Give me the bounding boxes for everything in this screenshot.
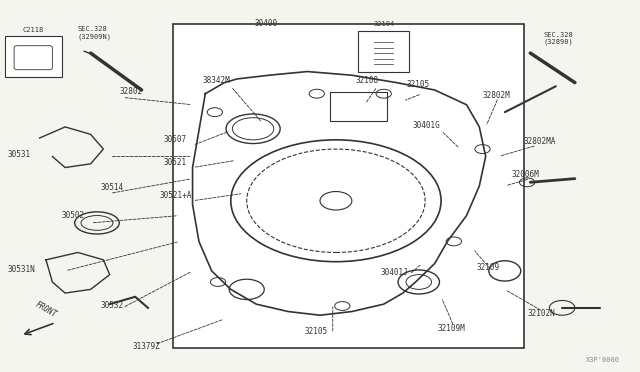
Text: 32102N: 32102N (527, 309, 555, 318)
FancyBboxPatch shape (358, 31, 409, 71)
Text: 32105: 32105 (304, 327, 327, 336)
Text: 30401J: 30401J (381, 268, 408, 277)
Text: 31379Z: 31379Z (132, 342, 160, 351)
Text: 32109: 32109 (476, 263, 499, 272)
Text: 30532: 30532 (100, 301, 124, 311)
Text: SEC.328
(32890): SEC.328 (32890) (543, 32, 573, 45)
Text: 32802M: 32802M (483, 91, 510, 100)
FancyBboxPatch shape (330, 92, 387, 121)
Text: 30531: 30531 (8, 150, 31, 159)
Text: 32109M: 32109M (438, 324, 466, 333)
Text: 32006M: 32006M (511, 170, 539, 179)
Text: 30514: 30514 (100, 183, 124, 192)
Text: 32108: 32108 (355, 76, 378, 85)
FancyBboxPatch shape (4, 36, 62, 77)
Text: 30521+A: 30521+A (159, 191, 192, 200)
Text: C2118: C2118 (22, 27, 44, 33)
Text: 32802MA: 32802MA (524, 137, 556, 146)
Text: 32104: 32104 (373, 21, 394, 27)
Text: 30502: 30502 (62, 211, 85, 220)
Text: FRONT: FRONT (33, 299, 58, 319)
Text: X3P'0000: X3P'0000 (586, 357, 620, 363)
Text: 30521: 30521 (164, 157, 187, 167)
Text: 30507: 30507 (164, 135, 187, 144)
FancyBboxPatch shape (173, 23, 524, 349)
Text: 30531N: 30531N (8, 264, 35, 273)
Text: 32105: 32105 (406, 80, 429, 89)
Text: 38342M: 38342M (202, 76, 230, 85)
Text: 32802: 32802 (119, 87, 142, 96)
Text: 30401G: 30401G (412, 121, 440, 129)
Text: SEC.328
(32909N): SEC.328 (32909N) (78, 26, 112, 39)
FancyBboxPatch shape (14, 46, 52, 70)
Text: 30400: 30400 (254, 19, 277, 28)
